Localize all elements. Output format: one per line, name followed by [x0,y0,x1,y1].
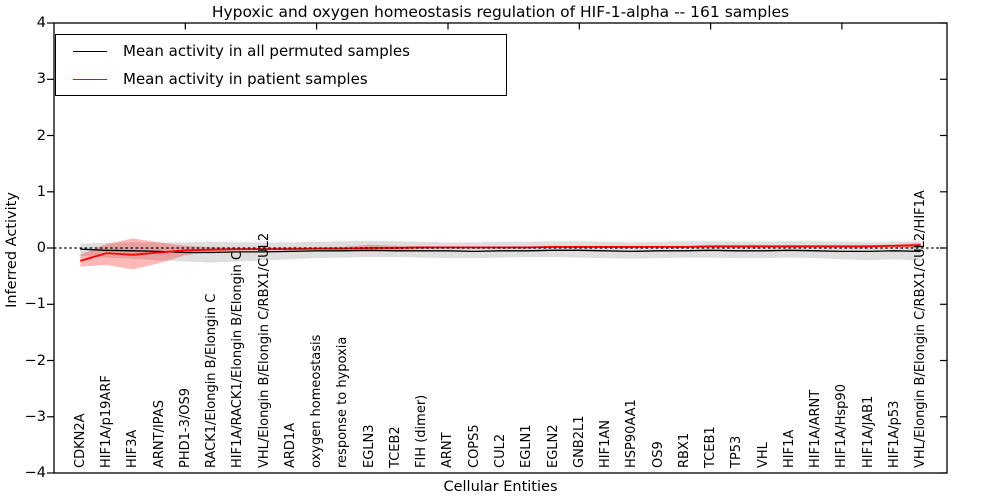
legend-line-sample-black [73,50,107,52]
x-tick-label: EGLN1 [519,424,535,468]
x-tick-label: ARNT [440,432,456,468]
x-tick-label: HIF1A/ARNT [808,389,824,468]
x-tick-label: response to hypoxia [335,336,351,468]
x-tick-label: EGLN2 [545,424,561,468]
permuted-mean-line [80,248,921,254]
x-tick-label: HSP90AA1 [624,399,640,468]
x-tick-label: COPS5 [466,424,482,468]
x-tick-label: HIF1A/Hsp90 [834,384,850,468]
legend-entry-permuted: Mean activity in all permuted samples [56,40,506,62]
x-tick-label: HIF3A [125,429,141,468]
y-tick-label: 2 [36,127,46,144]
x-tick-label: CUL2 [493,433,508,468]
x-tick-label: HIF1AN [598,420,614,468]
x-tick-label: HIF1A [781,429,797,468]
x-tick-label: HIF1A/JAB1 [860,395,876,468]
x-tick-label: HIF1A/p19ARF [99,375,115,468]
x-tick-label: OS9 [650,441,666,468]
chart-title: Hypoxic and oxygen homeostasis regulatio… [211,3,790,21]
x-tick-label: RBX1 [676,432,692,468]
x-tick-label: RACK1/Elongin B/Elongin C [204,293,220,468]
x-tick-label: VHL/Elongin B/Elongin C/RBX1/CUL2/HIF1A [913,190,929,468]
x-tick-label: oxygen homeostasis [309,334,325,468]
legend-entry-patient: Mean activity in patient samples [56,68,506,90]
legend-label-permuted: Mean activity in all permuted samples [123,42,410,60]
patient-mean-line [80,244,921,262]
x-tick-label: VHL/Elongin B/Elongin C/RBX1/CUL2 [256,232,272,468]
y-tick-label: −3 [24,408,46,425]
x-tick-label: PHD1-3/OS9 [177,388,193,468]
x-tick-label: ARD1A [282,422,298,468]
y-tick-label: 1 [36,183,46,200]
y-tick-label: 3 [36,71,46,88]
legend-label-patient: Mean activity in patient samples [123,70,368,88]
y-tick-label: −2 [24,352,46,369]
x-tick-label: ARNT/IPAS [151,400,167,468]
x-axis-label: Cellular Entities [443,479,558,495]
y-tick-label: 0 [36,240,46,256]
x-tick-label: GNB2L1 [571,415,587,468]
x-tick-label: TCEB1 [703,426,719,468]
legend-line-sample-red [73,78,107,80]
x-tick-label: HIF1A/p53 [886,400,902,468]
x-tick-label: TP53 [729,435,745,468]
x-tick-label: EGLN3 [361,424,377,468]
x-tick-label: VHL [755,442,771,468]
x-tick-label: HIF1A/RACK1/Elongin B/Elongin C [230,251,246,468]
x-tick-label: CDKN2A [72,413,88,468]
y-tick-label: −4 [24,465,46,481]
x-tick-label: FIH (dimer) [414,394,430,468]
x-tick-label: TCEB2 [387,426,403,468]
y-tick-label: −1 [24,296,46,313]
y-tick-label: 4 [36,15,46,31]
legend: Mean activity in all permuted samples Me… [55,34,507,96]
